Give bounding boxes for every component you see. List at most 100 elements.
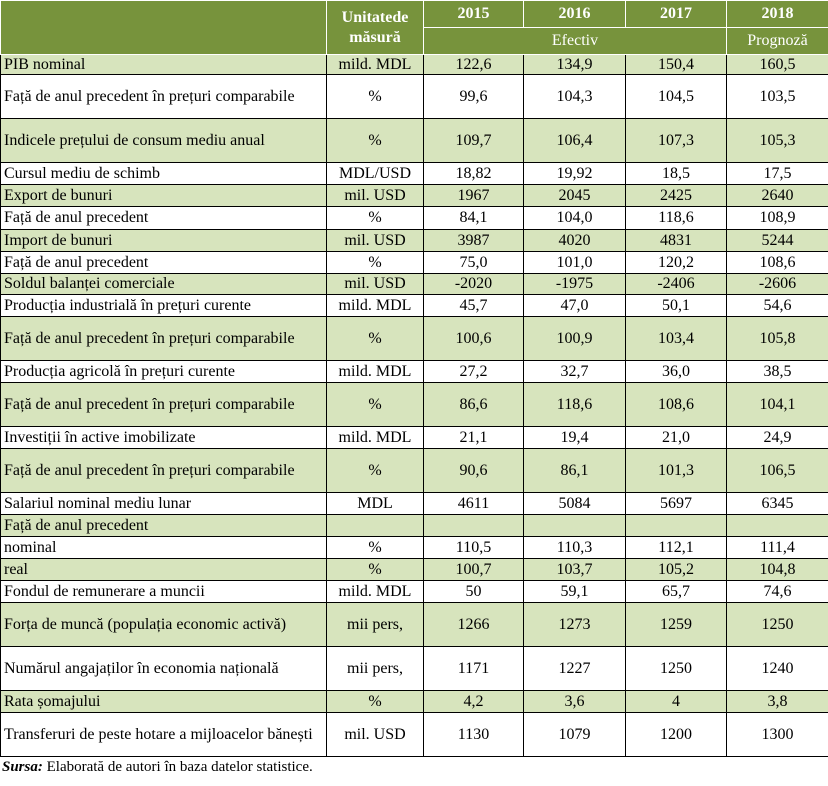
row-value-2015: 1171	[423, 646, 524, 691]
row-value-2017: 150,4	[625, 54, 727, 75]
row-value-2016: 4020	[523, 229, 626, 252]
row-unit: %	[326, 536, 424, 559]
table-row: Investiții în active imobilizate mild. MD…	[0, 426, 828, 449]
row-value-2016: 32,7	[523, 360, 626, 383]
row-label: Transferuri de peste hotare a mijloacelo…	[0, 712, 327, 757]
row-value-2016: 103,7	[523, 558, 626, 581]
row-unit: %	[326, 74, 424, 119]
table-row: Import de bunuri mil. USD 3987 4020 4831 5244	[0, 229, 828, 252]
row-unit: mii pers,	[326, 646, 424, 691]
table-row: Față de anul precedent în prețuri compar…	[0, 382, 828, 427]
row-value-2016: 3,6	[523, 690, 626, 713]
row-label: Față de anul precedent	[0, 251, 327, 274]
row-value-2015: 4611	[423, 492, 524, 515]
row-unit: %	[326, 206, 424, 230]
row-value-2016: 1227	[523, 646, 626, 691]
table-row: real% 100,7 103,7 105,2 104,8	[0, 558, 828, 581]
row-value-2015	[423, 514, 524, 537]
row-label: Forța de muncă (populația economic activ…	[0, 602, 327, 647]
row-value-2016: 1273	[523, 602, 626, 647]
row-label: Față de anul precedent în prețuri compar…	[0, 448, 327, 493]
row-unit: MDL	[326, 492, 424, 515]
row-value-2016	[523, 514, 626, 537]
table-row: Cursul mediu de schimb MDL/USD 18,82 19,92 1…	[0, 162, 828, 185]
table-row: Transferuri de peste hotare a mijloacelo…	[0, 712, 828, 757]
table-row: Export de bunuri mil. USD 1967 2045 2425 2640	[0, 184, 828, 207]
row-value-2017: 18,5	[625, 162, 727, 185]
row-label: PIB nominal	[0, 54, 327, 75]
source-label: Sursa:	[2, 759, 43, 775]
table-row: Față de anul precedent% 84,1 104,0 118,6 108…	[0, 206, 828, 230]
row-value-2017: 1250	[625, 646, 727, 691]
header-indicator-cell	[0, 0, 327, 55]
row-unit: mil. USD	[326, 229, 424, 252]
row-value-2018: 105,3	[726, 118, 828, 163]
row-value-2017: 36,0	[625, 360, 727, 383]
row-value-2015: 3987	[423, 229, 524, 252]
row-value-2017: 107,3	[625, 118, 727, 163]
row-value-2015: 18,82	[423, 162, 524, 185]
row-label: Producția agricolă în prețuri curente	[0, 360, 327, 383]
header-year-2017: 2017	[625, 0, 727, 28]
row-value-2018: 3,8	[726, 690, 828, 713]
row-value-2015: 1130	[423, 712, 524, 757]
row-label: Export de bunuri	[0, 184, 327, 207]
header-row-status: Efectiv Prognoză	[1, 27, 828, 55]
row-unit: %	[326, 690, 424, 713]
row-value-2018: 108,6	[726, 251, 828, 274]
table-row: Față de anul precedent% 75,0 101,0 120,2 108…	[0, 251, 828, 274]
row-value-2016: 47,0	[523, 294, 626, 317]
table-body: PIB nominal mild. MDL 122,6 134,9 150,4 160,5…	[0, 54, 828, 757]
row-unit: %	[326, 448, 424, 493]
row-value-2017: 5697	[625, 492, 727, 515]
row-value-2018: 5244	[726, 229, 828, 252]
row-value-2017: -2406	[625, 273, 727, 295]
row-value-2015: 122,6	[423, 54, 524, 75]
row-value-2016: 110,3	[523, 536, 626, 559]
row-value-2015: 75,0	[423, 251, 524, 274]
table-row: Față de anul precedent în prețuri compar…	[0, 448, 828, 493]
row-value-2015: 45,7	[423, 294, 524, 317]
row-value-2017: 4	[625, 690, 727, 713]
row-value-2018: 105,8	[726, 316, 828, 361]
row-unit: MDL/USD	[326, 162, 424, 185]
row-value-2015: 86,6	[423, 382, 524, 427]
row-value-2015: 99,6	[423, 74, 524, 119]
header-year-2015: 2015	[423, 0, 524, 28]
row-label: Investiții în active imobilizate	[0, 426, 327, 449]
row-value-2016: 100,9	[523, 316, 626, 361]
row-value-2018: 24,9	[726, 426, 828, 449]
row-value-2018: 38,5	[726, 360, 828, 383]
row-value-2016: 118,6	[523, 382, 626, 427]
table-row: Rata șomajului% 4,2 3,6 4 3,8	[0, 690, 828, 713]
table-row: nominal% 110,5 110,3 112,1 111,4	[0, 536, 828, 559]
row-value-2018: 17,5	[726, 162, 828, 185]
row-label: Salariul nominal mediu lunar	[0, 492, 327, 515]
row-unit: %	[326, 118, 424, 163]
row-value-2018: 74,6	[726, 580, 828, 603]
row-value-2018: 1240	[726, 646, 828, 691]
row-value-2017: 105,2	[625, 558, 727, 581]
row-unit: mild. MDL	[326, 294, 424, 317]
row-value-2018: 106,5	[726, 448, 828, 493]
row-value-2016: 101,0	[523, 251, 626, 274]
row-value-2016: 86,1	[523, 448, 626, 493]
row-value-2015: 84,1	[423, 206, 524, 230]
row-value-2016: 19,4	[523, 426, 626, 449]
row-value-2017: 103,4	[625, 316, 727, 361]
row-value-2018: 103,5	[726, 74, 828, 119]
row-value-2016: 104,0	[523, 206, 626, 230]
row-value-2017: 2425	[625, 184, 727, 207]
row-value-2017: 50,1	[625, 294, 727, 317]
row-value-2018: 104,8	[726, 558, 828, 581]
header-year-2016: 2016	[523, 0, 626, 28]
row-label: Fondul de remunerare a muncii	[0, 580, 327, 603]
row-unit: mild. MDL	[326, 426, 424, 449]
table-row: Salariul nominal mediu lunar MDL 4611 5084 5…	[0, 492, 828, 515]
row-value-2015: 90,6	[423, 448, 524, 493]
row-value-2017	[625, 514, 727, 537]
row-value-2016: 5084	[523, 492, 626, 515]
row-value-2016: 1079	[523, 712, 626, 757]
row-value-2015: 100,6	[423, 316, 524, 361]
row-value-2017: 21,0	[625, 426, 727, 449]
